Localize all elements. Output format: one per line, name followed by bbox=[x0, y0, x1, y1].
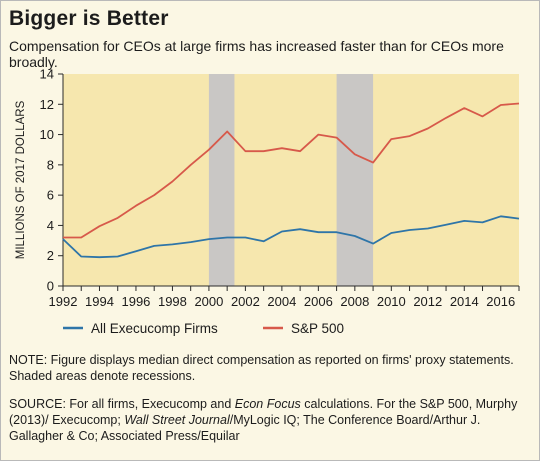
x-tick-label: 2002 bbox=[231, 294, 260, 309]
y-axis-label: MILLIONS OF 2017 DOLLARS bbox=[15, 100, 27, 259]
chart-subtitle: Compensation for CEOs at large firms has… bbox=[9, 38, 504, 70]
y-tick-label: 12 bbox=[40, 97, 54, 112]
x-tick-label: 1998 bbox=[158, 294, 187, 309]
series-line-1 bbox=[62, 215, 520, 259]
source-text-1: SOURCE: For all firms, Execucomp and bbox=[9, 397, 235, 411]
chart-note: NOTE: Figure displays median direct comp… bbox=[9, 353, 514, 383]
source-wsj: Wall Street Journal bbox=[124, 413, 230, 427]
y-tick-label: 6 bbox=[47, 188, 54, 203]
x-tick-label: 2006 bbox=[304, 294, 333, 309]
legend-label-2: S&P 500 bbox=[291, 321, 344, 336]
recession-band-2 bbox=[336, 74, 374, 286]
x-tick-label: 2008 bbox=[340, 294, 369, 309]
y-tick-label: 2 bbox=[47, 248, 54, 263]
y-tick-label: 14 bbox=[40, 67, 54, 82]
source-text-3: /MyLogic IQ; The Conference Board/Arthur… bbox=[9, 413, 481, 443]
legend-label-1: All Execucomp Firms bbox=[91, 321, 218, 336]
x-tick-label: 2010 bbox=[377, 294, 406, 309]
source-econ-focus: Econ Focus bbox=[234, 397, 301, 411]
plot-area bbox=[63, 74, 519, 286]
recession-band-1 bbox=[208, 74, 235, 286]
y-tick-label: 8 bbox=[47, 157, 54, 172]
y-tick-label: 0 bbox=[47, 279, 54, 294]
x-tick-label: 1994 bbox=[85, 294, 114, 309]
source-text-2: calculations. For the S&P 500, Murphy (2… bbox=[9, 397, 518, 427]
y-tick-label: 10 bbox=[40, 127, 54, 142]
x-tick-label: 2014 bbox=[450, 294, 479, 309]
y-tick-label: 4 bbox=[47, 218, 54, 233]
chart-title: Bigger is Better bbox=[9, 7, 169, 30]
x-tick-label: 1992 bbox=[49, 294, 78, 309]
line-chart: 0 2 4 6 8 10 12 14 1992 1994 1996 1998 2000 2002 2004 2… bbox=[15, 67, 520, 336]
x-tick-label: 2012 bbox=[413, 294, 442, 309]
x-tick-label: 2016 bbox=[486, 294, 515, 309]
x-tick-label: 2004 bbox=[267, 294, 296, 309]
x-tick-label: 1996 bbox=[121, 294, 150, 309]
series-line-2 bbox=[63, 102, 520, 239]
x-tick-label: 2000 bbox=[194, 294, 223, 309]
chart-source: SOURCE: For all firms, Execucomp and Eco… bbox=[9, 396, 535, 444]
